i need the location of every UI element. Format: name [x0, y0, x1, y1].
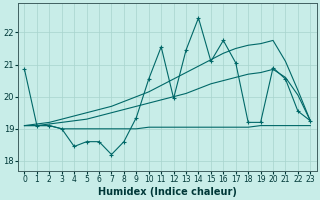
X-axis label: Humidex (Indice chaleur): Humidex (Indice chaleur) — [98, 187, 237, 197]
